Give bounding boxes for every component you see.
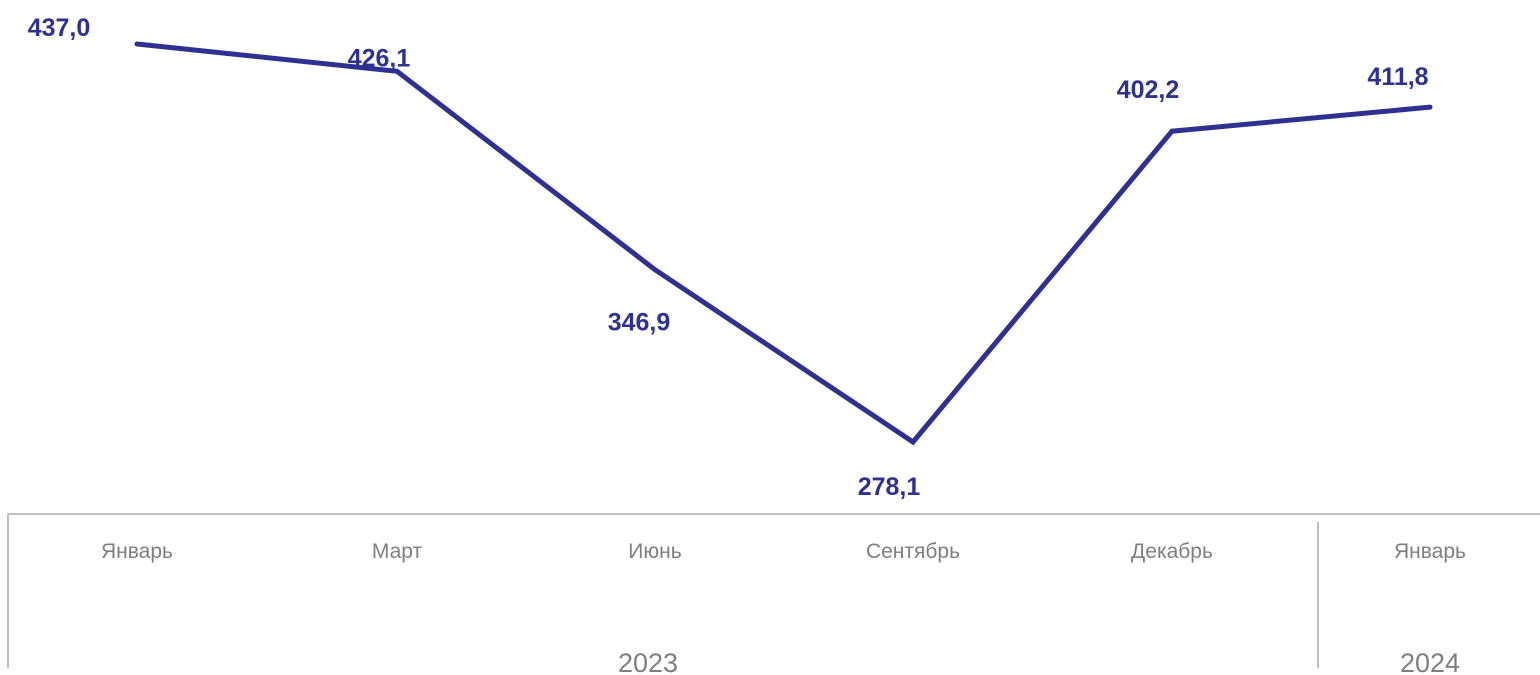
x-tick-label: Январь	[101, 540, 173, 563]
x-tick-label: Сентябрь	[866, 540, 960, 563]
x-group-labels: 2023 2024	[618, 648, 1460, 675]
x-tick-label: Декабрь	[1131, 540, 1213, 563]
data-label: 426,1	[348, 44, 411, 72]
series-line	[134, 41, 1433, 446]
x-tick-label: Июнь	[628, 540, 681, 563]
x-tick-label: Март	[372, 540, 423, 563]
x-tick-labels: Январь Март Июнь Сентябрь Декабрь Январь	[101, 540, 1466, 563]
x-group-label: 2024	[1400, 648, 1460, 675]
data-labels: 437,0 426,1 346,9 278,1 402,2 411,8	[28, 14, 1429, 501]
data-label: 411,8	[1367, 63, 1428, 91]
x-axis	[7, 513, 1540, 668]
data-label: 278,1	[858, 473, 921, 501]
x-tick-label: Январь	[1394, 540, 1466, 563]
data-label: 402,2	[1117, 76, 1180, 104]
x-group-label: 2023	[618, 648, 678, 675]
series-line-group	[134, 41, 1433, 446]
data-label: 346,9	[608, 309, 671, 337]
data-label: 437,0	[28, 14, 91, 42]
